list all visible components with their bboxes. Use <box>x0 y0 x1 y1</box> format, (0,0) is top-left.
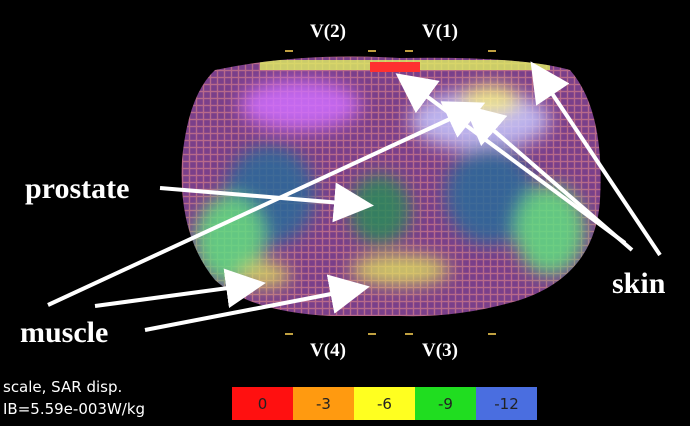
colorbar: 0 -3 -6 -9 -12 <box>232 387 537 420</box>
probe-label: V(3) <box>422 340 458 361</box>
annotation: muscle <box>20 316 108 349</box>
colorbar-label: -9 <box>438 395 453 413</box>
colorbar-label: -12 <box>494 395 519 413</box>
probe-label: V(2) <box>310 21 346 42</box>
screenshot: V(2) V(1) V(4) V(3) prostate skin muscle… <box>0 0 690 426</box>
sar-figure: V(2) V(1) V(4) V(3) prostate skin muscle… <box>0 0 690 426</box>
info-text: IB=5.59e-003W/kg <box>3 400 145 418</box>
probe-label: V(1) <box>422 21 458 42</box>
probe-label: V(4) <box>310 340 346 361</box>
annotation: skin <box>612 267 666 300</box>
colorbar-label: 0 <box>258 395 268 413</box>
colorbar-label: -6 <box>377 395 392 413</box>
colorbar-label: -3 <box>316 395 331 413</box>
info-text: scale, SAR disp. <box>3 378 122 396</box>
annotation: prostate <box>25 172 129 205</box>
